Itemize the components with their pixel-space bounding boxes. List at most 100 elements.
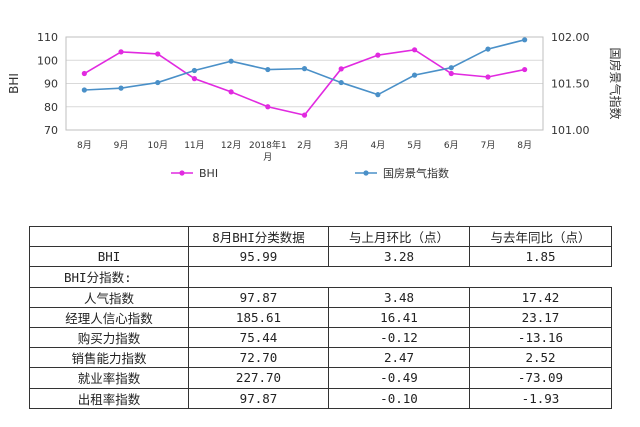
data-point [118,85,124,91]
data-point [485,46,491,52]
y-left-tick-label: 80 [44,101,58,114]
y-left-tick-label: 110 [37,31,58,44]
data-point [448,70,454,77]
table-cell: -13.16 [469,326,612,349]
legend-marker [363,170,369,176]
bhi-data-table: 8月BHI分类数据 与上月环比（点） 与去年同比（点） BHI 95.99 3.28 1.8… [29,225,612,409]
data-point [375,52,381,58]
legend-label: 国房景气指数 [383,166,449,180]
y-right-tick-label: 101.00 [551,124,590,137]
table-header-cell: 8月BHI分类数据 [188,225,329,248]
data-point [301,66,308,72]
table-cell: 3.48 [328,286,470,308]
table-cell: 2.47 [328,347,470,369]
table-cell: 23.17 [469,306,612,328]
data-point [265,66,271,73]
plot-border [65,36,544,131]
y-left-tick-label: 90 [44,78,58,91]
table-cell: 97.87 [188,387,329,409]
x-tick-label: 4月 [371,140,386,151]
data-point [265,104,271,110]
data-point [411,72,418,78]
table-row: BHI分指数: [29,266,612,288]
x-tick-label: 8月 [517,140,532,151]
data-point [522,66,528,73]
y-right-tick-label: 101.50 [551,78,590,91]
table-header-cell [29,225,189,248]
x-tick-label: 6月 [444,140,459,151]
legend-label: BHI [199,167,218,180]
data-point [228,58,234,64]
table-cell: -1.93 [469,387,612,409]
data-point [375,92,381,98]
table-cell: 72.70 [188,347,329,369]
table-row: 经理人信心指数 185.61 16.41 23.17 [29,306,612,328]
series-line [83,48,525,117]
table-row: 销售能力指数 72.70 2.47 2.52 [29,347,612,369]
x-tick-label: 9月 [114,140,129,151]
data-point [228,89,234,95]
table-section-label: BHI分指数: [29,266,189,288]
table-cell: 销售能力指数 [29,347,189,369]
table-cell: -0.10 [328,387,470,409]
table-cell: 出租率指数 [29,387,189,409]
table-row: BHI 95.99 3.28 1.85 [29,246,612,268]
data-point [448,65,454,71]
data-point [155,51,161,57]
data-point [155,79,161,86]
data-point [338,66,344,72]
y-left-axis-title: BHI [7,73,21,94]
table-cell: 17.42 [469,286,612,308]
x-tick-label: 12月 [221,140,241,151]
y-right-axis-title: 国房景气指数 [608,47,623,119]
table-cell: 16.41 [328,306,470,328]
table-header-cell: 与去年同比（点） [469,225,612,248]
x-tick-label: 2月 [297,140,312,151]
table-cell: 227.70 [188,367,329,389]
table-cell: BHI [29,246,189,268]
table-cell: 2.52 [469,347,612,369]
data-point [485,74,491,80]
table-cell: 1.85 [469,246,612,268]
y-right-tick-label: 102.00 [551,31,590,44]
data-point [118,49,124,55]
x-tick-label: 7月 [481,140,496,151]
table-cell: 97.87 [188,286,329,308]
x-tick-label: 2018年1 [249,139,287,151]
table-cell: 购买力指数 [29,326,189,349]
data-point [301,112,308,118]
table-cell: -73.09 [469,367,612,389]
x-tick-label: 月 [263,152,272,163]
data-point [522,37,528,43]
table-row: 人气指数 97.87 3.48 17.42 [29,286,612,308]
data-point [411,47,418,53]
table-cell: -0.12 [328,326,470,349]
table-cell: 经理人信心指数 [29,306,189,328]
table-cell: 3.28 [328,246,470,268]
table-row: 出租率指数 97.87 -0.10 -1.93 [29,387,612,409]
x-tick-label: 11月 [184,140,204,151]
y-left-tick-label: 100 [37,54,58,67]
x-tick-label: 8月 [77,140,92,151]
table-cell: 95.99 [188,246,329,268]
table-header-cell: 与上月环比（点） [328,225,470,248]
data-point [191,76,198,82]
x-tick-label: 5月 [407,140,422,151]
line-chart: 70 80 90 100 110 101.00 101.50 102.00 8月 9月 10月 11月… [7,31,623,180]
data-point [81,70,87,77]
table-row: 购买力指数 75.44 -0.12 -13.16 [29,326,612,349]
y-left-tick-label: 70 [44,124,58,137]
legend-marker [179,170,185,176]
table-row: 就业率指数 227.70 -0.49 -73.09 [29,367,612,389]
x-tick-label: 10月 [148,140,168,151]
table-cell: -0.49 [328,367,470,389]
table-header-row: 8月BHI分类数据 与上月环比（点） 与去年同比（点） [29,225,612,248]
x-tick-label: 3月 [334,140,349,151]
table-cell: 就业率指数 [29,367,189,389]
data-point [338,79,344,86]
table-cell: 185.61 [188,306,329,328]
data-point [191,67,198,74]
table-cell: 75.44 [188,326,329,349]
table-cell: 人气指数 [29,286,189,308]
data-point [81,87,87,93]
